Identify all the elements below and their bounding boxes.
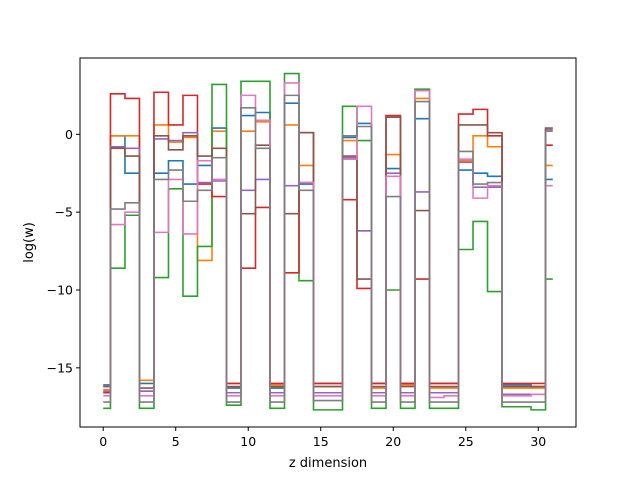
series-line-7: [103, 82, 553, 399]
y-axis: −15 −10 −5 0: [47, 127, 80, 375]
x-axis: 0 5 10 15 20 25 30: [99, 427, 546, 449]
plot-frame: [79, 57, 577, 428]
x-tick-label: 10: [240, 434, 256, 449]
y-tick-label: 0: [65, 127, 73, 142]
y-tick-label: −5: [55, 205, 73, 220]
x-tick-label: 20: [385, 434, 401, 449]
x-tick-label: 0: [99, 434, 107, 449]
x-tick-label: 25: [458, 434, 474, 449]
x-tick-label: 30: [530, 434, 546, 449]
y-axis-label: log(w): [22, 222, 37, 263]
series-line-8: [103, 94, 553, 403]
series-layer: [103, 72, 553, 411]
y-tick-label: −10: [47, 282, 73, 297]
series-line-6: [103, 116, 553, 389]
x-tick-label: 15: [313, 434, 329, 449]
y-tick-label: −15: [47, 360, 73, 375]
x-tick-label: 5: [172, 434, 180, 449]
x-axis-label: z dimension: [289, 456, 367, 471]
